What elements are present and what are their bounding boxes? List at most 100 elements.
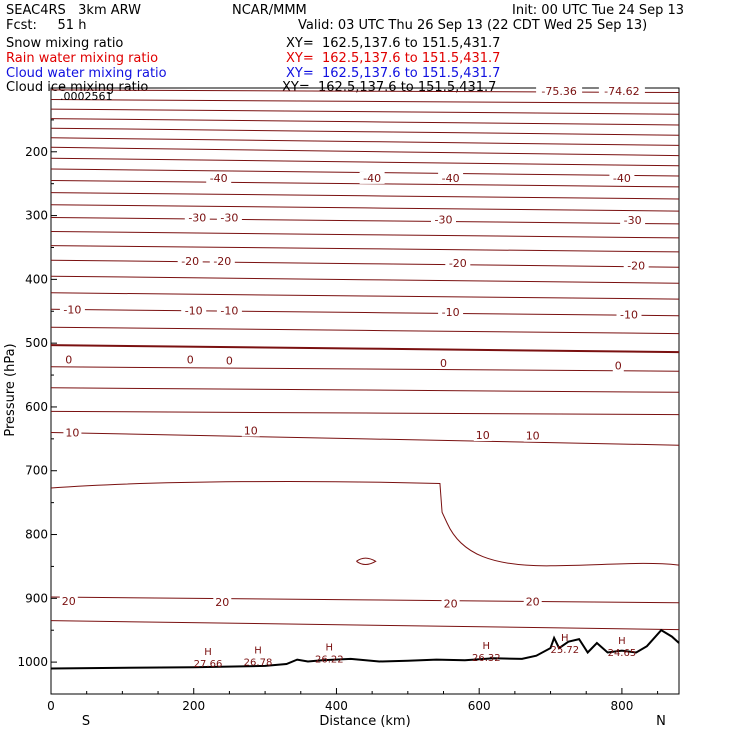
h-marker-letter: H — [204, 647, 212, 658]
contour-label: -10 — [620, 309, 638, 322]
h-marker-letter: H — [326, 643, 334, 654]
contour-label-bg — [177, 254, 203, 267]
y-tick-label: 700 — [25, 464, 48, 478]
contour-label-bg — [431, 213, 456, 226]
contour-label-bg — [620, 214, 646, 226]
contour-label: -75.36 — [541, 85, 576, 98]
isotherm-line — [50, 432, 680, 446]
contour-label: 20 — [62, 595, 76, 608]
isotherm-line — [50, 231, 680, 239]
contour-label: -74.62 — [604, 85, 639, 98]
contour-label: 10 — [244, 425, 258, 438]
y-tick-label: 800 — [25, 528, 48, 542]
isotherm-line — [50, 245, 680, 253]
isotherm-line — [50, 292, 680, 300]
isotherm-line — [50, 620, 680, 631]
contour-label-bg — [438, 305, 464, 318]
contour-label-bg — [59, 303, 85, 316]
contour-label: 10 — [476, 429, 490, 442]
contour-label-bg — [63, 426, 82, 439]
contour-line-vertical — [50, 480, 680, 567]
contour-label: -20 — [181, 255, 199, 268]
contour-label-bg — [523, 595, 542, 608]
h-marker-value: 26.22 — [315, 655, 344, 666]
h-marker-value: 26.32 — [472, 653, 501, 664]
contour-label-bg — [206, 171, 232, 184]
contour-label-bg — [445, 256, 471, 269]
y-tick-label: 500 — [25, 336, 48, 350]
contour-label: 10 — [526, 430, 540, 443]
isotherm-line — [50, 89, 680, 93]
contour-label: -10 — [220, 305, 238, 318]
contour-label: -20 — [449, 257, 467, 270]
contour-label: -40 — [613, 172, 631, 185]
contour-label-bg — [438, 171, 464, 184]
y-tick-label: 600 — [25, 400, 48, 414]
x-tick-label: 800 — [610, 699, 633, 713]
h-marker-letter: H — [561, 633, 569, 644]
isotherm-line — [50, 157, 680, 167]
contour-label: 0 — [65, 354, 72, 367]
contour-label: -30 — [188, 212, 206, 225]
h-marker-letter: H — [254, 646, 262, 657]
h-marker-letter: H — [483, 641, 491, 652]
axis-ticks: 0 200 400 600 800200300400500600700800900100… — [17, 119, 659, 713]
contour-label: 0 — [615, 360, 622, 373]
h-marker-value: 24.65 — [608, 648, 637, 659]
isotherm-line — [50, 217, 680, 225]
contour-label-bg — [216, 304, 242, 317]
y-tick-label: 1000 — [17, 655, 48, 669]
field-name-rain: Rain water mixing ratio — [6, 51, 159, 66]
contour-label: 20 — [526, 596, 540, 609]
contour-label-bg — [523, 429, 542, 442]
isotherm-line — [50, 410, 680, 416]
isotherm-line — [50, 387, 680, 393]
contour-label: -40 — [442, 172, 460, 185]
field-name-cloud-water: Cloud water mixing ratio — [6, 66, 167, 81]
contour-label: -40 — [210, 172, 228, 185]
contour-label-bg — [359, 171, 385, 184]
field-xy-snow: XY= 162.5,137.6 to 151.5,431.7 — [286, 36, 501, 51]
y-axis-title: Pressure (hPa) — [3, 343, 18, 436]
contour-label: 0 — [440, 357, 447, 370]
h-marker-value: 27.66 — [194, 659, 223, 670]
isotherm-line — [50, 326, 680, 335]
contour-label: -10 — [442, 306, 460, 319]
isotherm-line — [50, 118, 680, 126]
init-time: Init: 00 UTC Tue 24 Sep 13 — [512, 3, 685, 18]
contour-label-bg — [216, 211, 242, 224]
terrain-line — [50, 628, 680, 670]
x-tick-label: 600 — [468, 699, 491, 713]
project-title: SEAC4RS 3km ARW — [6, 3, 142, 18]
contour-label: -40 — [363, 172, 381, 185]
isotherm-line — [50, 308, 680, 317]
contour-label-bg — [609, 171, 635, 184]
isotherm-line — [50, 204, 680, 212]
y-tick-label: 200 — [25, 145, 48, 159]
contour-label-bg — [438, 356, 449, 369]
contour-label-bg — [184, 353, 196, 366]
isotherm-line — [50, 259, 680, 268]
contour-label: -10 — [63, 303, 81, 316]
field-xy-cloud-water: XY= 162.5,137.6 to 151.5,431.7 — [286, 66, 501, 81]
forecast-hour: Fcst: 51 h — [6, 18, 87, 33]
isotherm-line — [50, 127, 680, 136]
isotherm-line — [50, 108, 680, 115]
contour-label: -20 — [213, 255, 231, 268]
contour-label-bg — [209, 254, 235, 267]
isotherm-line — [50, 192, 680, 200]
south-end-label: S — [82, 714, 90, 729]
contour-label-bg — [441, 597, 460, 610]
contour-label: 20 — [444, 597, 458, 610]
contour-label: 0 — [187, 354, 194, 367]
top-left-value: .0002561 — [60, 90, 113, 103]
valid-time: Valid: 03 UTC Thu 26 Sep 13 (22 CDT Wed … — [298, 18, 648, 33]
contour-label: 20 — [215, 596, 229, 609]
h-marker-value: 26.78 — [244, 658, 273, 669]
isotherm-line — [50, 596, 680, 604]
field-xy-rain: XY= 162.5,137.6 to 151.5,431.7 — [286, 51, 501, 66]
org-label: NCAR/MMM — [232, 3, 307, 18]
isotherm-line — [50, 99, 680, 104]
isotherm-line — [50, 344, 680, 354]
